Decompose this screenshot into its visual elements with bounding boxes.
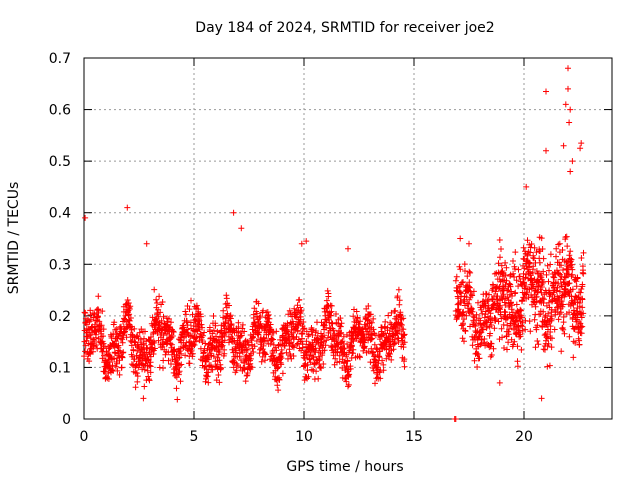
y-tick-label: 0.6 <box>49 103 71 119</box>
x-tick-label: 15 <box>405 429 423 445</box>
x-axis-label: GPS time / hours <box>286 459 403 475</box>
x-tick-label: 5 <box>190 429 199 445</box>
axis-ticks: 0 0.1 0.2 0.3 0.4 0.5 0.6 0.7 0 5 10 15 20 <box>49 51 612 445</box>
x-tick-label: 10 <box>295 429 313 445</box>
y-tick-label: 0.1 <box>49 360 71 376</box>
x-tick-label: 0 <box>80 429 89 445</box>
srmtid-series <box>81 65 587 422</box>
y-tick-label: 0.3 <box>49 257 71 273</box>
x-tick-label: 20 <box>515 429 533 445</box>
grid-lines <box>84 58 612 419</box>
y-tick-label: 0 <box>62 412 71 428</box>
y-tick-label: 0.7 <box>49 51 71 67</box>
data-points <box>81 65 587 422</box>
y-tick-label: 0.4 <box>49 206 71 222</box>
plot-frame <box>83 57 613 420</box>
y-tick-label: 0.5 <box>49 154 71 170</box>
chart-title: Day 184 of 2024, SRMTID for receiver joe… <box>195 20 494 36</box>
y-axis-label: SRMTID / TECUs <box>6 182 22 295</box>
y-tick-label: 0.2 <box>49 309 71 325</box>
